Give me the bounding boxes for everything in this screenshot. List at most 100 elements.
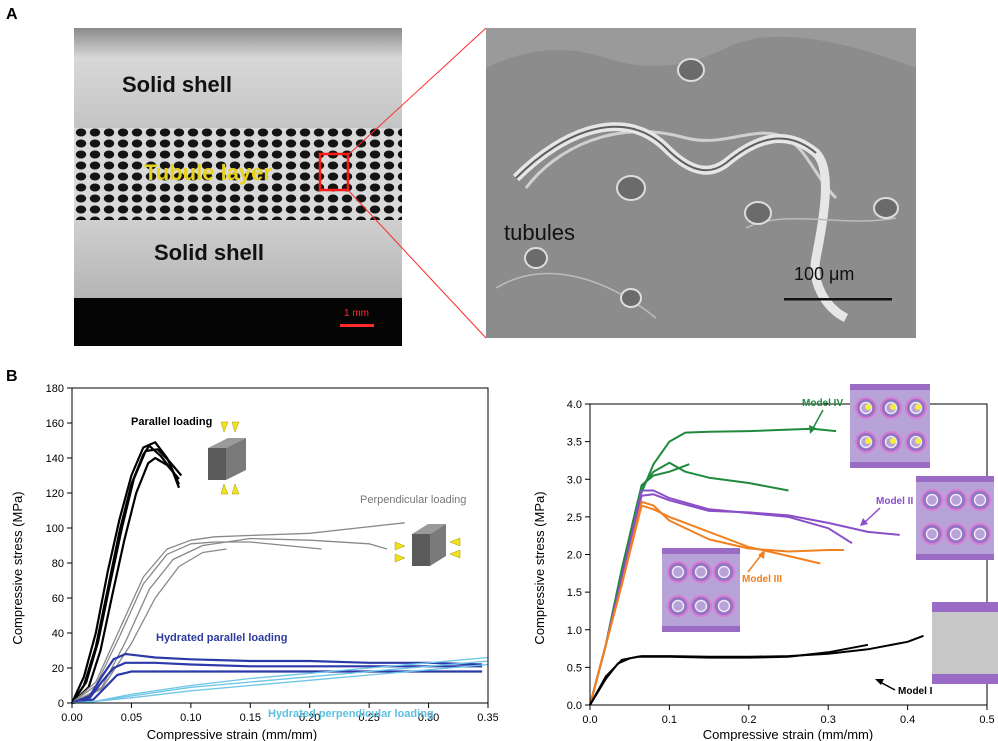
cl-series-perpendicular-5 xyxy=(71,541,322,704)
tubule-core xyxy=(915,404,921,410)
cl-plot-frame xyxy=(71,387,489,704)
cl-xtick-label: 0.10 xyxy=(180,712,201,724)
tubule-inner xyxy=(973,493,987,507)
tubule-layer-label: Tubule layer xyxy=(144,160,272,185)
chart-right-ylabel: Compressive stress (MPa) xyxy=(532,491,547,644)
cl-series-parallel-0 xyxy=(70,441,181,704)
cr-ytick-label: 2.0 xyxy=(567,550,582,562)
arrow-model-iii xyxy=(747,553,763,573)
cl-ytick-label: 0 xyxy=(58,698,64,710)
chart-left-ylabel: Compressive stress (MPa) xyxy=(10,491,25,644)
cl-xtick-label: 0.35 xyxy=(477,712,498,724)
scale-bar-label-right: 100 μm xyxy=(794,264,854,284)
tubule-inner xyxy=(949,493,963,507)
scale-bar-label-left: 1 mm xyxy=(344,308,369,319)
tubule-core xyxy=(890,438,896,444)
tubule-inner xyxy=(973,527,987,541)
annot-model-iv: Model IV xyxy=(802,398,843,409)
cl-ytick-label: 100 xyxy=(46,523,64,535)
annot-model-ii: Model II xyxy=(876,496,913,507)
cl-series-parallel-2 xyxy=(71,448,183,704)
cl-series-parallel-3 xyxy=(71,456,180,704)
cr-series-model-i-7 xyxy=(589,634,924,706)
cl-ytick-label: 120 xyxy=(46,488,64,500)
panel-b-letter: B xyxy=(6,368,18,385)
annot-hydrated-parallel: Hydrated parallel loading xyxy=(156,632,287,644)
cr-xtick-label: 0.2 xyxy=(741,714,756,726)
cl-series-hydrated_parallel-10 xyxy=(71,670,483,705)
cl-xtick-label: 0.15 xyxy=(240,712,261,724)
arrow-model-iv xyxy=(811,409,824,431)
model-iii-inset xyxy=(662,548,740,632)
parallel-loading-inset xyxy=(208,421,246,495)
cl-xtick-label: 0.05 xyxy=(121,712,142,724)
solid-shell-bottom-label: Solid shell xyxy=(154,240,264,265)
chart-right-xlabel: Compressive strain (mm/mm) xyxy=(703,727,873,741)
tubule-inner xyxy=(925,493,939,507)
model-ii-inset xyxy=(916,476,994,560)
solid-shell-bottom xyxy=(74,220,402,298)
cr-ytick-label: 0.0 xyxy=(567,700,582,712)
arrow-model-ii xyxy=(863,507,881,524)
cl-xtick-label: 0.25 xyxy=(358,712,379,724)
cr-xtick-label: 0.4 xyxy=(900,714,915,726)
solid-shell-top xyxy=(74,28,402,128)
tubule-inner xyxy=(694,599,708,613)
sem-image: tubules 100 μm xyxy=(486,28,916,338)
cl-ytick-label: 140 xyxy=(46,453,64,465)
cr-ytick-label: 0.5 xyxy=(567,662,582,674)
scale-bar-left xyxy=(340,324,374,327)
arrow-model-i xyxy=(879,681,896,691)
chart-right: 0.0 0.1 0.2 0.3 0.4 0.5 0.0 0.5 1.0 1.5 2.0 2.5 3.0 3… xyxy=(532,384,998,741)
cl-series-perpendicular-6 xyxy=(71,537,388,704)
cr-ytick-label: 2.5 xyxy=(567,512,582,524)
tubule-inner xyxy=(671,565,685,579)
cl-ytick-label: 160 xyxy=(46,418,64,430)
solid-shell-top-label: Solid shell xyxy=(122,72,232,97)
cr-ytick-label: 3.0 xyxy=(567,474,582,486)
tubule-core xyxy=(865,438,871,444)
tubule-core xyxy=(890,404,896,410)
tubule-inner xyxy=(671,599,685,613)
cr-xtick-label: 0.3 xyxy=(821,714,836,726)
model-i-inset xyxy=(932,602,998,684)
annot-parallel-loading: Parallel loading xyxy=(131,416,212,428)
cl-series-hydrated_parallel-9 xyxy=(71,661,483,705)
cr-ytick-label: 1.0 xyxy=(567,625,582,637)
cl-ytick-label: 180 xyxy=(46,383,64,395)
cr-series-model-i-8 xyxy=(589,643,869,706)
cl-ytick-label: 20 xyxy=(52,663,64,675)
cr-ytick-label: 4.0 xyxy=(567,399,582,411)
tubule-inner xyxy=(949,527,963,541)
annot-hydrated-perpendicular: Hydrated perpendicular loading xyxy=(268,708,434,720)
tubules-label: tubules xyxy=(504,220,575,245)
cr-series-model-ii-4 xyxy=(589,489,853,706)
cl-ytick-label: 60 xyxy=(52,593,64,605)
tubule-inner xyxy=(717,565,731,579)
tubule-inner xyxy=(717,599,731,613)
cl-series-hydrated_perpendicular-13 xyxy=(71,663,489,704)
cl-ytick-label: 80 xyxy=(52,558,64,570)
annot-perpendicular-loading: Perpendicular loading xyxy=(360,494,466,506)
cr-ytick-label: 3.5 xyxy=(567,437,582,449)
cr-series-model-iii-6 xyxy=(589,500,845,706)
cl-series-perpendicular-4 xyxy=(71,522,405,704)
annot-model-iii: Model III xyxy=(742,574,782,585)
tubule-inner xyxy=(925,527,939,541)
cl-series-hydrated_parallel-8 xyxy=(71,652,483,705)
cr-xtick-label: 0.0 xyxy=(582,714,597,726)
chart-left: 0.00 0.05 0.10 0.15 0.20 0.25 0.30 0.35 0 20 40 60 8… xyxy=(10,383,498,741)
chart-left-xlabel: Compressive strain (mm/mm) xyxy=(147,727,317,741)
perpendicular-loading-inset xyxy=(394,524,461,566)
tubule-core xyxy=(865,404,871,410)
annot-model-i: Model I xyxy=(898,686,933,697)
cr-xtick-label: 0.1 xyxy=(662,714,677,726)
sem-micrograph: tubules 100 μm xyxy=(486,28,916,338)
model-iv-inset xyxy=(850,384,930,468)
cross-section-micrograph: Solid shell Tubule layer Solid shell 1 m… xyxy=(74,28,402,346)
cross-section-image: Solid shell Tubule layer Solid shell 1 m… xyxy=(74,28,402,346)
tubule-core xyxy=(915,438,921,444)
tubule-inner xyxy=(694,565,708,579)
cl-xtick-label: 0.20 xyxy=(299,712,320,724)
